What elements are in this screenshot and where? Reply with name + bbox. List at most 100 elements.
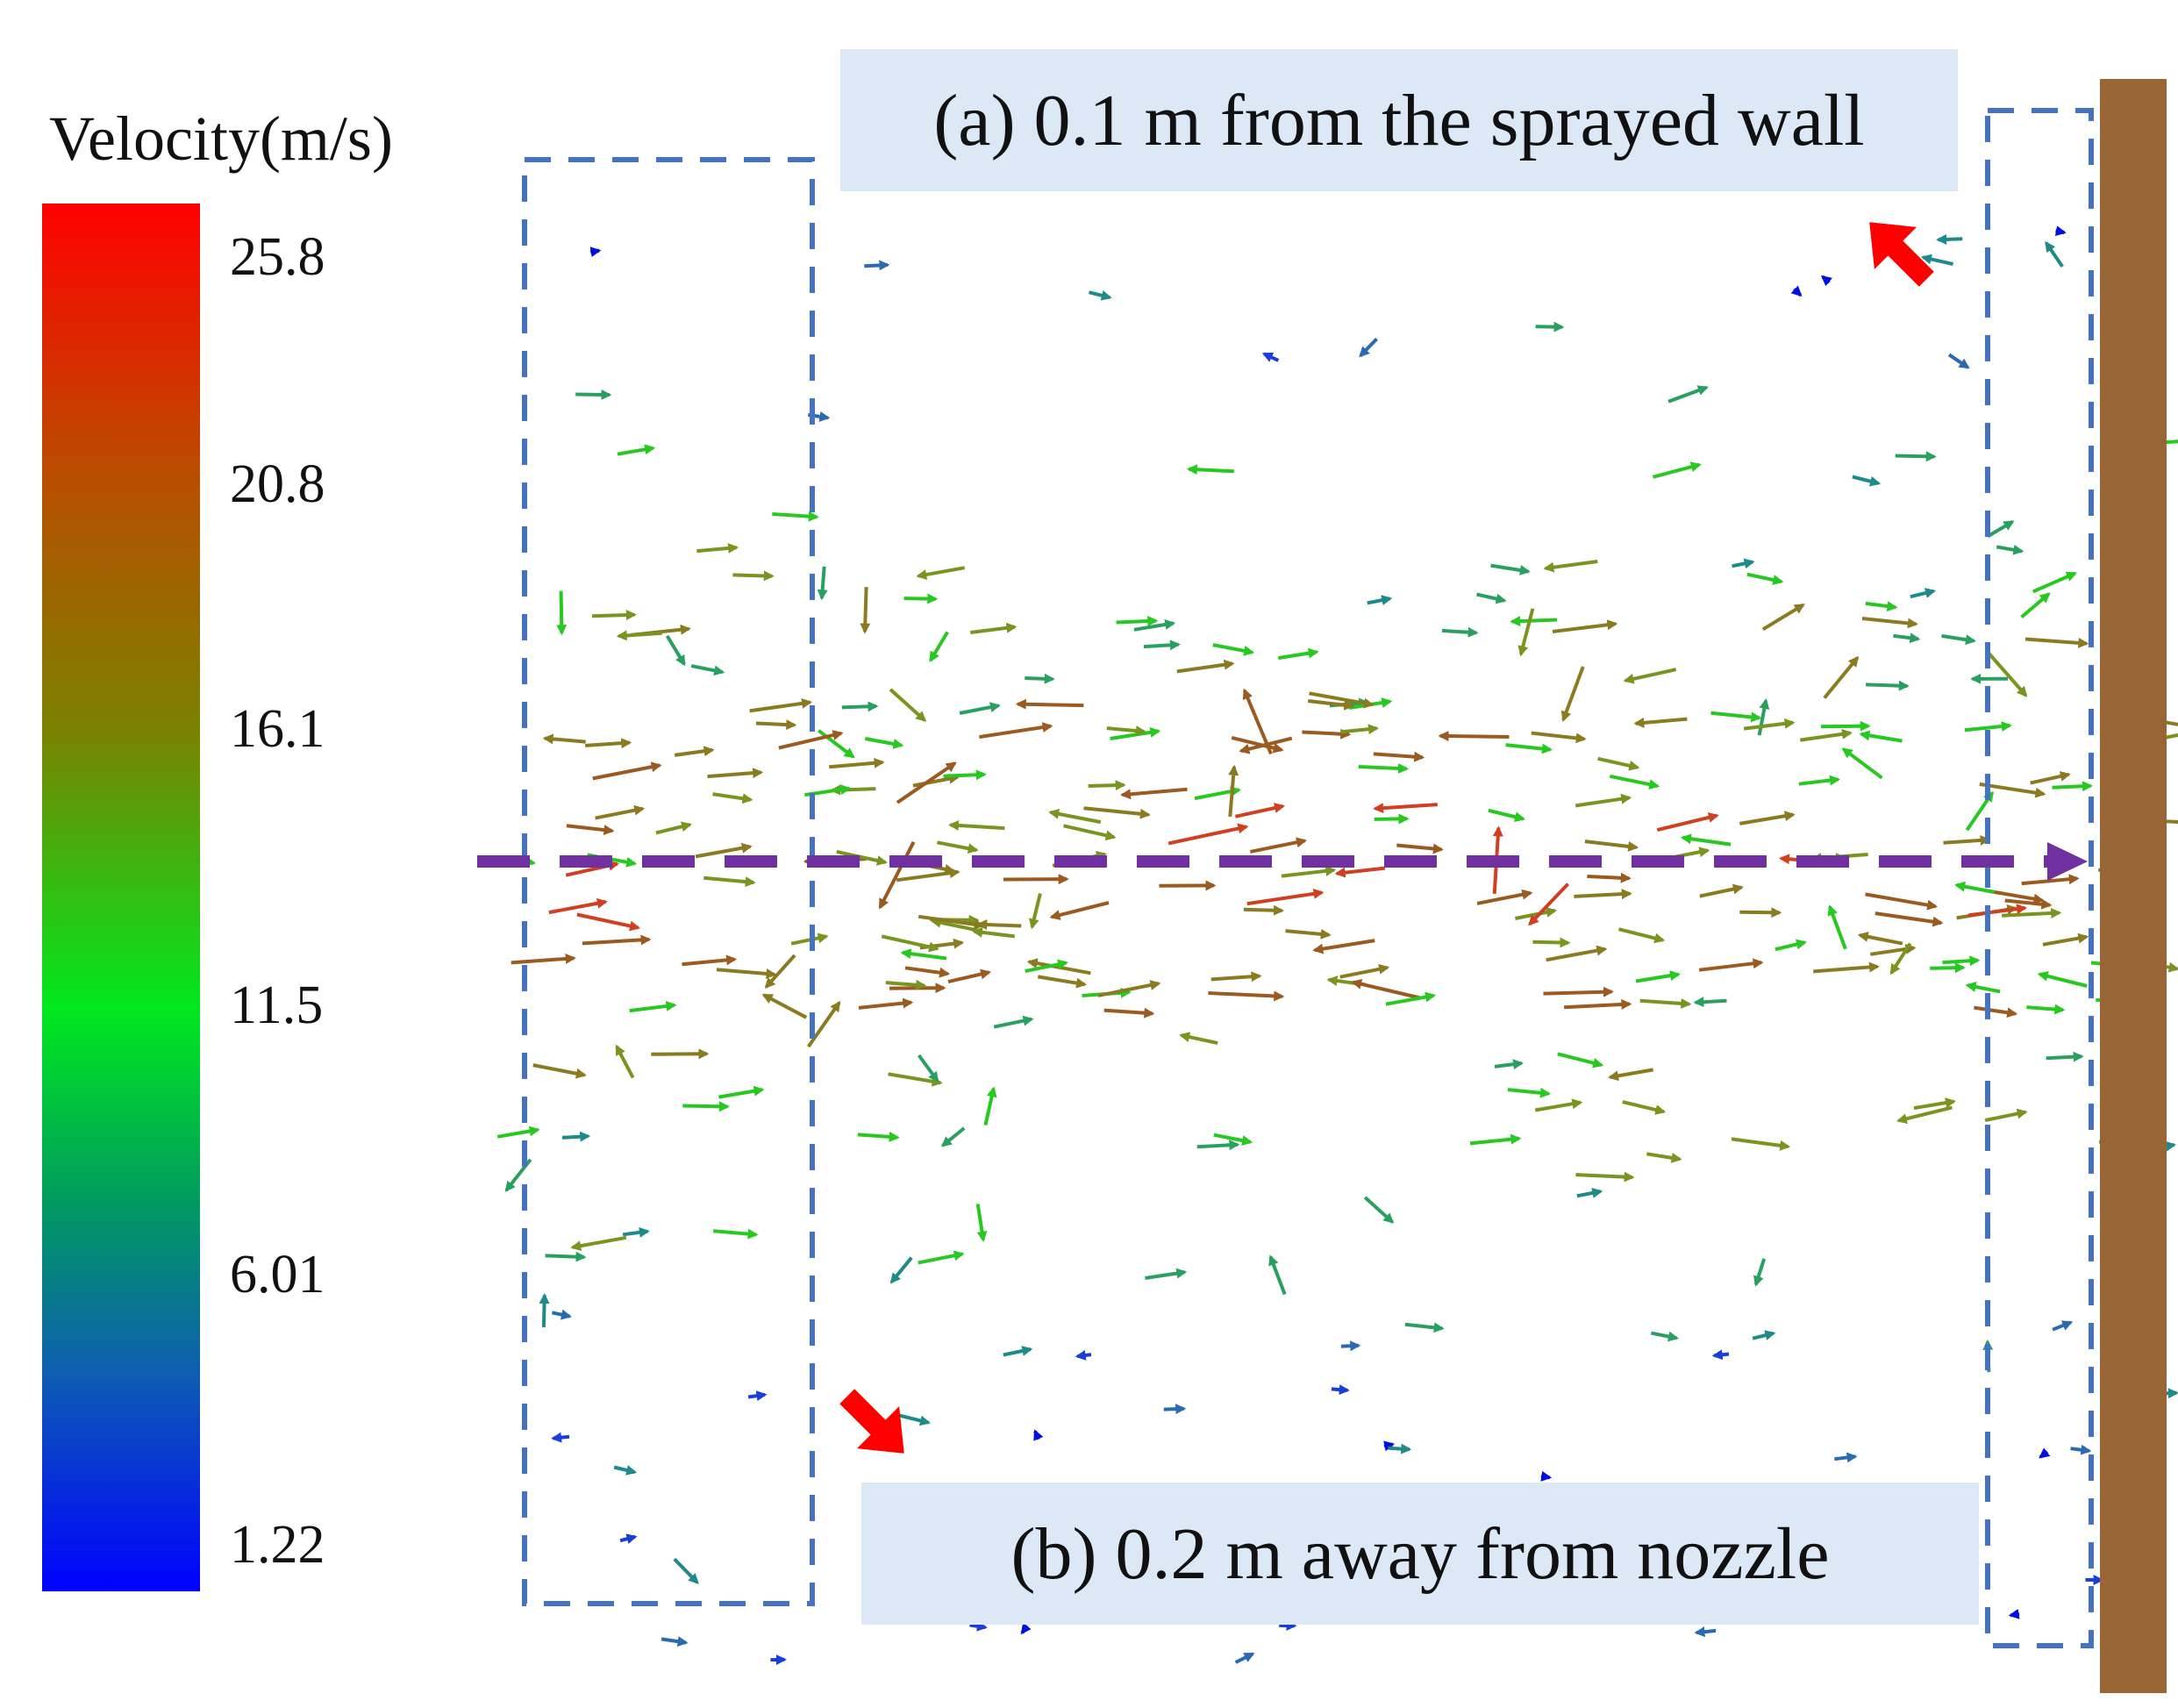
velocity-vector	[1584, 840, 1639, 852]
velocity-vector	[1037, 975, 1088, 989]
velocity-vector	[2039, 1447, 2051, 1459]
velocity-vector	[1213, 1133, 1253, 1146]
velocity-vector	[1033, 1429, 1044, 1441]
velocity-vector	[575, 389, 612, 400]
velocity-vector	[1281, 865, 1337, 878]
velocity-vector	[1667, 385, 1709, 404]
velocity-vector	[864, 260, 890, 271]
velocity-vector	[1739, 811, 1796, 825]
velocity-vector	[1694, 1626, 1717, 1638]
velocity-vector	[881, 934, 940, 953]
velocity-vector	[1965, 982, 2001, 994]
velocity-vector	[1535, 321, 1565, 332]
velocity-vector	[1964, 721, 2012, 733]
velocity-vector	[917, 1054, 939, 1083]
velocity-vector	[1469, 1133, 1522, 1146]
velocity-vector	[1176, 659, 1235, 674]
velocity-vector	[829, 757, 885, 769]
velocity-vector	[1827, 904, 1847, 950]
velocity-vector	[918, 914, 985, 930]
velocity-vector	[695, 842, 753, 859]
velocity-vector	[1652, 461, 1702, 479]
velocity-vector	[1564, 998, 1632, 1010]
velocity-vector	[1743, 718, 1796, 731]
velocity-vector	[1089, 290, 1112, 301]
velocity-vector	[1618, 927, 1666, 944]
velocity-vector	[817, 729, 855, 759]
velocity-vector	[1859, 730, 1903, 743]
velocity-vector	[1234, 803, 1286, 818]
velocity-vector	[976, 918, 1022, 930]
velocity-vector	[1866, 680, 1910, 691]
velocity-vector	[1546, 945, 1608, 962]
velocity-vector	[1575, 1171, 1635, 1183]
velocity-vector	[1116, 616, 1159, 626]
velocity-vector	[889, 1256, 913, 1284]
velocity-vector	[1575, 793, 1632, 808]
velocity-vector	[790, 933, 829, 946]
velocity-vector	[1143, 640, 1181, 651]
velocity-vector	[1698, 958, 1764, 972]
velocity-vector	[1049, 901, 1110, 920]
velocity-vector	[1979, 782, 2046, 798]
velocity-vector	[948, 819, 1005, 831]
velocity-vector	[1515, 906, 1557, 920]
velocity-vector	[1574, 889, 1632, 900]
velocity-vector	[707, 768, 764, 779]
velocity-vector	[1947, 353, 1970, 369]
velocity-vector	[898, 1413, 931, 1426]
velocity-vector	[930, 917, 978, 933]
velocity-vector	[1540, 1470, 1553, 1482]
velocity-vector	[1133, 619, 1176, 632]
velocity-vector	[1476, 592, 1507, 604]
velocity-vector	[2030, 771, 2071, 785]
velocity-vector	[551, 1432, 570, 1443]
velocity-vector	[1857, 931, 1903, 946]
velocity-vector	[539, 1293, 550, 1327]
velocity-vector	[2054, 225, 2067, 237]
velocity-vector	[592, 761, 662, 781]
velocity-vector	[1231, 735, 1284, 754]
velocity-vector	[1635, 970, 1681, 983]
velocity-vector	[1875, 911, 1944, 927]
velocity-vector	[836, 849, 888, 866]
velocity-vector	[1889, 942, 1912, 975]
velocity-vector	[1015, 698, 1084, 710]
velocity-vector	[1494, 1059, 1525, 1070]
velocity-vector	[1488, 808, 1526, 823]
velocity-vector	[1865, 601, 1898, 612]
velocity-vector	[1186, 464, 1234, 475]
velocity-vector	[1196, 1140, 1240, 1151]
velocity-vector	[1025, 959, 1069, 974]
velocity-vector	[903, 593, 939, 604]
velocity-vector	[1388, 1443, 1412, 1454]
velocity-vector	[716, 968, 777, 979]
velocity-vector	[1651, 1331, 1679, 1342]
callout-arrow-b	[839, 1389, 904, 1454]
velocity-vector	[969, 1620, 988, 1632]
velocity-vector	[1302, 728, 1352, 740]
velocity-vector	[885, 979, 927, 990]
velocity-vector	[896, 761, 957, 804]
velocity-vector	[703, 875, 756, 888]
velocity-vector	[1441, 626, 1479, 638]
velocity-vector	[661, 1636, 689, 1647]
velocity-vector	[761, 993, 808, 1019]
velocity-vector	[1710, 711, 1762, 723]
velocity-vector	[1942, 955, 1981, 967]
velocity-vector	[2052, 781, 2093, 792]
velocity-vector	[904, 966, 951, 978]
velocity-vector	[1243, 904, 1284, 916]
velocity-vector	[2045, 240, 2064, 268]
velocity-vector	[1307, 699, 1355, 711]
velocity-vector	[2037, 970, 2088, 988]
velocity-vector	[1373, 751, 1425, 762]
colorbar-tick-1: 25.8	[230, 227, 325, 287]
colorbar-tick-5: 6.01	[230, 1245, 325, 1304]
velocity-vector	[1987, 519, 2015, 539]
velocity-vector	[1552, 619, 1618, 633]
velocity-vector	[682, 1101, 730, 1112]
velocity-vector	[566, 824, 615, 836]
velocity-vector	[585, 738, 632, 749]
